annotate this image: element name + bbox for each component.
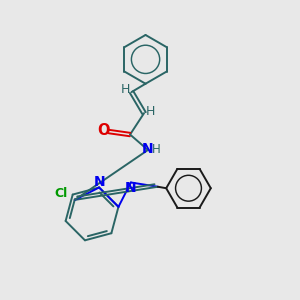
Text: N: N xyxy=(94,175,106,189)
Text: H: H xyxy=(120,83,130,96)
Text: N: N xyxy=(125,181,137,195)
Text: H: H xyxy=(152,143,161,156)
Text: N: N xyxy=(142,142,154,156)
Text: H: H xyxy=(146,105,155,118)
Text: O: O xyxy=(98,123,110,138)
Text: Cl: Cl xyxy=(55,187,68,200)
